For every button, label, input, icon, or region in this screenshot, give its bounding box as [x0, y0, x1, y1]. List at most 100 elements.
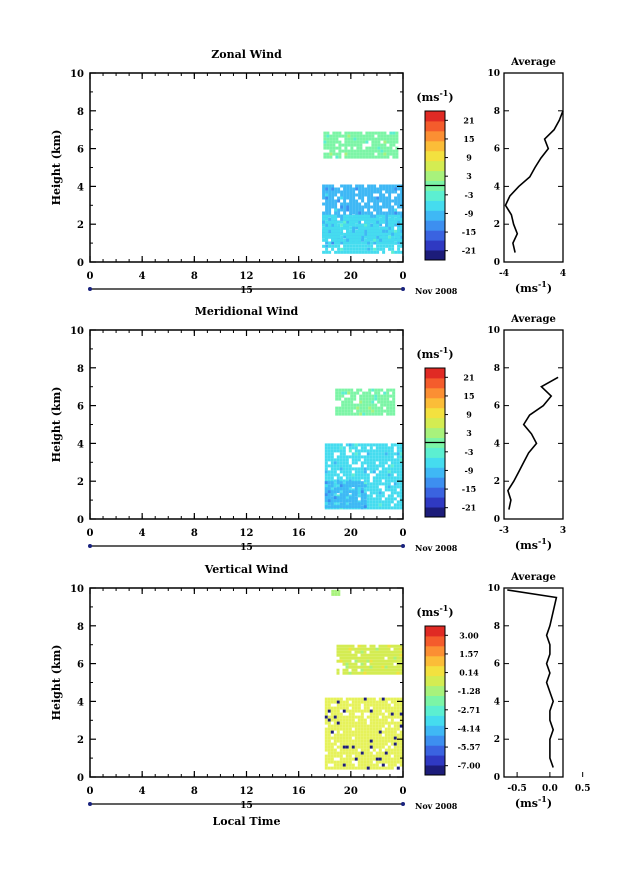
heatmap-cell: [362, 412, 366, 416]
heatmap-cell: [326, 134, 330, 138]
panel-title: Meridional Wind: [195, 305, 299, 318]
heatmap-cell: [336, 715, 340, 719]
heatmap-cell: [336, 443, 340, 447]
heatmap-cell: [385, 196, 389, 200]
heatmap-cell: [360, 763, 364, 767]
heatmap-cell: [327, 748, 331, 752]
heatmap-cell: [396, 470, 400, 474]
heatmap-cell: [366, 745, 370, 749]
heatmap-cell: [393, 703, 397, 707]
heatmap-cell: [353, 134, 357, 138]
heatmap-cell: [338, 394, 342, 398]
heatmap-cell: [366, 730, 370, 734]
heatmap-cell: [346, 187, 350, 191]
heatmap-cell: [376, 211, 380, 215]
heatmap-cell: [331, 184, 335, 188]
heatmap-cell: [331, 229, 335, 233]
heatmap-cell: [386, 391, 390, 395]
heatmap-cell: [345, 650, 349, 654]
heatmap-cell: [392, 140, 396, 144]
heatmap-cell: [348, 757, 352, 761]
heatmap-cell: [375, 745, 379, 749]
heatmap-cell: [371, 137, 375, 141]
date-marker: [401, 287, 405, 291]
heatmap-cell: [388, 184, 392, 188]
heatmap-cell: [371, 131, 375, 135]
heatmap-cell: [343, 190, 347, 194]
heatmap-cell: [351, 763, 355, 767]
heatmap-cell: [399, 742, 403, 746]
heatmap-cell: [331, 205, 335, 209]
heatmap-cell: [372, 766, 376, 770]
heatmap-cell: [330, 751, 334, 755]
heatmap-cell: [326, 152, 330, 156]
heatmap-cell: [393, 745, 397, 749]
heatmap-cell: [351, 706, 355, 710]
heatmap-cell: [342, 730, 346, 734]
heatmap-cell: [360, 647, 364, 651]
date-marker: [88, 287, 92, 291]
heatmap-cell: [369, 443, 373, 447]
heatmap-cell: [329, 155, 333, 159]
heatmap-cell: [400, 244, 404, 248]
heatmap-cell: [390, 697, 394, 701]
heatmap-cell: [381, 482, 385, 486]
heatmap-cell: [322, 232, 326, 236]
colorbar-segment: [425, 497, 445, 508]
heatmap-cell: [377, 149, 381, 153]
heatmap-cell: [349, 199, 353, 203]
heatmap-cell: [358, 238, 362, 242]
heatmap-cell: [378, 473, 382, 477]
heatmap-cell: [387, 644, 391, 648]
heatmap-cell: [332, 137, 336, 141]
heatmap-cell: [387, 730, 391, 734]
heatmap-cell: [357, 760, 361, 764]
heatmap-cell: [386, 409, 390, 413]
heatmap-cell: [371, 155, 375, 159]
heatmap-cell: [343, 247, 347, 251]
heatmap-cell: [357, 745, 361, 749]
heatmap-cell: [368, 152, 372, 156]
colorbar-segment: [425, 150, 445, 162]
heatmap-cell: [389, 403, 393, 407]
heatmap-cell: [347, 143, 351, 147]
heatmap-cell: [375, 736, 379, 740]
heatmap-cell: [327, 733, 331, 737]
heatmap-cell: [347, 149, 351, 153]
heatmap-cell: [388, 211, 392, 215]
heatmap-cell: [336, 479, 340, 483]
heatmap-cell: [387, 455, 391, 459]
heatmap-cell: [378, 665, 382, 669]
heatmap-cell: [324, 757, 328, 761]
heatmap-cell: [343, 220, 347, 224]
x-tick-label: 12: [240, 271, 254, 282]
heatmap-cell: [369, 491, 373, 495]
heatmap-cell: [355, 202, 359, 206]
heatmap-cell: [392, 149, 396, 153]
heatmap-cell: [362, 394, 366, 398]
heatmap-cell: [380, 397, 384, 401]
heatmap-cell: [324, 499, 328, 503]
heatmap-cell: [387, 721, 391, 725]
heatmap-cell: [387, 715, 391, 719]
heatmap-cell: [381, 742, 385, 746]
heatmap-cell: [346, 217, 350, 221]
heatmap-cell: [345, 499, 349, 503]
heatmap-cell: [370, 217, 374, 221]
heatmap-cell: [331, 220, 335, 224]
heatmap-cell: [325, 184, 329, 188]
heatmap-cell: [372, 671, 376, 675]
heatmap-cell: [327, 484, 331, 488]
heatmap-cell: [359, 131, 363, 135]
heatmap-cell: [339, 479, 343, 483]
heatmap-cell: [369, 742, 373, 746]
heatmap-cell: [371, 388, 375, 392]
heatmap-cell: [393, 748, 397, 752]
heatmap-cell: [366, 766, 370, 770]
heatmap-cell: [375, 449, 379, 453]
heatmap-cell: [392, 409, 396, 413]
heatmap-cell: [330, 712, 334, 716]
heatmap-cell: [339, 748, 343, 752]
date-marker: [88, 802, 92, 806]
heatmap-cell: [349, 226, 353, 230]
